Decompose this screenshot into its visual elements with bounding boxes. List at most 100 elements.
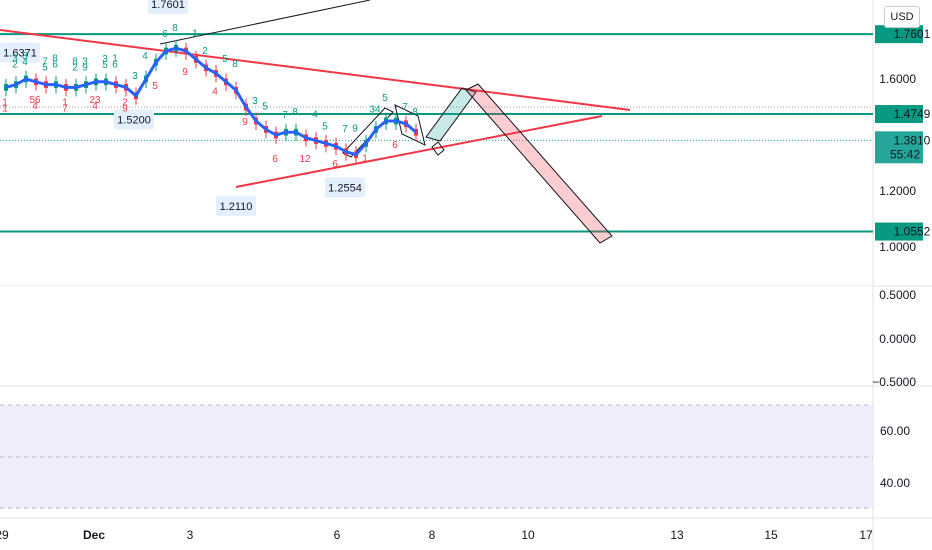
rsi-axis-tick: 40.00 (880, 476, 910, 490)
td-count-label: 2 (72, 62, 78, 73)
price-axis-tick: 1.0000 (879, 240, 916, 254)
td-count-label: 5 (322, 121, 328, 132)
td-count-label: 9 (82, 63, 88, 74)
td-count-label: 1 (2, 103, 8, 114)
td-count-label: 7 (342, 124, 348, 135)
td-count-label: 7 (62, 103, 68, 114)
td-count-label: 4 (312, 110, 318, 121)
time-axis-tick: 13 (670, 528, 684, 542)
td-count-label: 6 (52, 60, 58, 71)
td-count-label: 7 (402, 102, 408, 113)
price-badge (875, 25, 923, 44)
td-count-label: 2 (12, 60, 18, 71)
swing-price-label: 1.7601 (151, 0, 185, 11)
td-count-label: 9 (242, 117, 248, 128)
lower-trendline (235, 115, 603, 188)
td-count-label: 4 (22, 57, 28, 68)
time-axis-tick: 6 (334, 528, 341, 542)
td-count-label: 8 (172, 23, 178, 34)
td-count-label: 56 (29, 95, 41, 106)
td-count-label: 7 (282, 110, 288, 121)
td-count-label: 4 (212, 86, 218, 97)
time-axis-tick: 10 (521, 528, 535, 542)
projection-down-box (465, 83, 613, 244)
td-count-label: 3 (82, 57, 88, 68)
rsi-band (0, 405, 873, 508)
td-count-label: 5 (222, 54, 228, 65)
td-count-label: 9 (182, 67, 188, 78)
td-count-label: 4 (32, 101, 38, 112)
td-count-label: 3 (132, 71, 138, 82)
price-axis-tick: 0.5000 (879, 288, 916, 302)
time-axis-tick: 15 (764, 528, 778, 542)
swing-price-label-bg (148, 0, 188, 15)
td-count-label: 3 (252, 96, 258, 107)
td-count-label: 6 (392, 140, 398, 151)
td-count-label: 8 (72, 56, 78, 67)
td-count-label: 4 (92, 101, 98, 112)
td-count-label: 1 (362, 153, 368, 164)
td-count-label: 1 (62, 97, 68, 108)
price-axis-tick: 0.0000 (879, 332, 916, 346)
swing-price-label: 1.5200 (117, 114, 151, 126)
td-count-label: 2 (122, 97, 128, 108)
price-badge-label: 1.7601 (894, 27, 931, 41)
td-count-label: 1 (2, 97, 8, 108)
price-axis-tick: 1.6000 (879, 72, 916, 86)
td-count-label: 8 (52, 54, 58, 65)
projection-pivot-box (431, 141, 445, 156)
td-count-label: 1 (192, 28, 198, 39)
price-badge-label: 1.0552 (894, 225, 931, 239)
time-axis-tick: 29 (0, 528, 9, 542)
td-count-label: 3 (12, 54, 18, 65)
td-count-label: 8 (232, 59, 238, 70)
td-count-label: 23 (89, 95, 101, 106)
price-axis-tick: −0.5000 (872, 375, 916, 389)
price-axis-tick: 1.2000 (879, 184, 916, 198)
td-count-label: 3 (102, 54, 108, 65)
td-count-label: 8 (292, 107, 298, 118)
countdown-label: 55:42 (890, 147, 920, 161)
td-count-label: 34 (369, 104, 381, 115)
price-badge (875, 105, 923, 124)
rsi-axis-tick: 60.00 (880, 424, 910, 438)
td-count-label: 12 (299, 154, 311, 165)
td-count-label: 3 (22, 51, 28, 62)
td-count-label: 5 (42, 63, 48, 74)
upper-trend-ray (159, 0, 371, 45)
swing-price-label-bg (216, 195, 256, 216)
swing-price-label-bg (325, 177, 365, 198)
oscillator-pane (0, 286, 873, 386)
swing-price-label-bg (0, 42, 40, 63)
upper-trendline (0, 29, 631, 111)
td-count-label: 5 (102, 60, 108, 71)
channel-up-box (342, 107, 394, 158)
currency-button[interactable]: USD (884, 6, 920, 28)
td-count-label: 5 (262, 101, 268, 112)
td-count-label: 1 (112, 54, 118, 65)
td-count-label: 9 (352, 124, 358, 135)
swing-price-label: 1.2554 (328, 182, 362, 194)
td-count-label: 6 (272, 154, 278, 165)
td-count-label: 4 (142, 51, 148, 62)
moving-average-line[interactable] (5, 46, 417, 157)
td-count-label: 5 (152, 81, 158, 92)
td-count-label: 5 (382, 93, 388, 104)
time-axis-tick: 3 (187, 528, 194, 542)
swing-price-label-bg (114, 109, 154, 130)
td-count-label: 6 (112, 60, 118, 71)
time-axis-tick: 17 (859, 528, 873, 542)
td-count-label: 2 (202, 46, 208, 57)
td-count-label: 8 (412, 107, 418, 118)
price-badge-label: 1.3810 (894, 133, 931, 147)
time-axis-tick: 8 (429, 528, 436, 542)
channel-down-box (394, 104, 426, 146)
swing-price-label: 1.6371 (3, 48, 37, 60)
td-count-label: 7 (42, 57, 48, 68)
projection-up-box (425, 87, 477, 142)
swing-price-label: 1.2110 (220, 201, 253, 213)
time-axis-tick: Dec (83, 528, 105, 542)
td-count-label: 6 (162, 29, 168, 40)
